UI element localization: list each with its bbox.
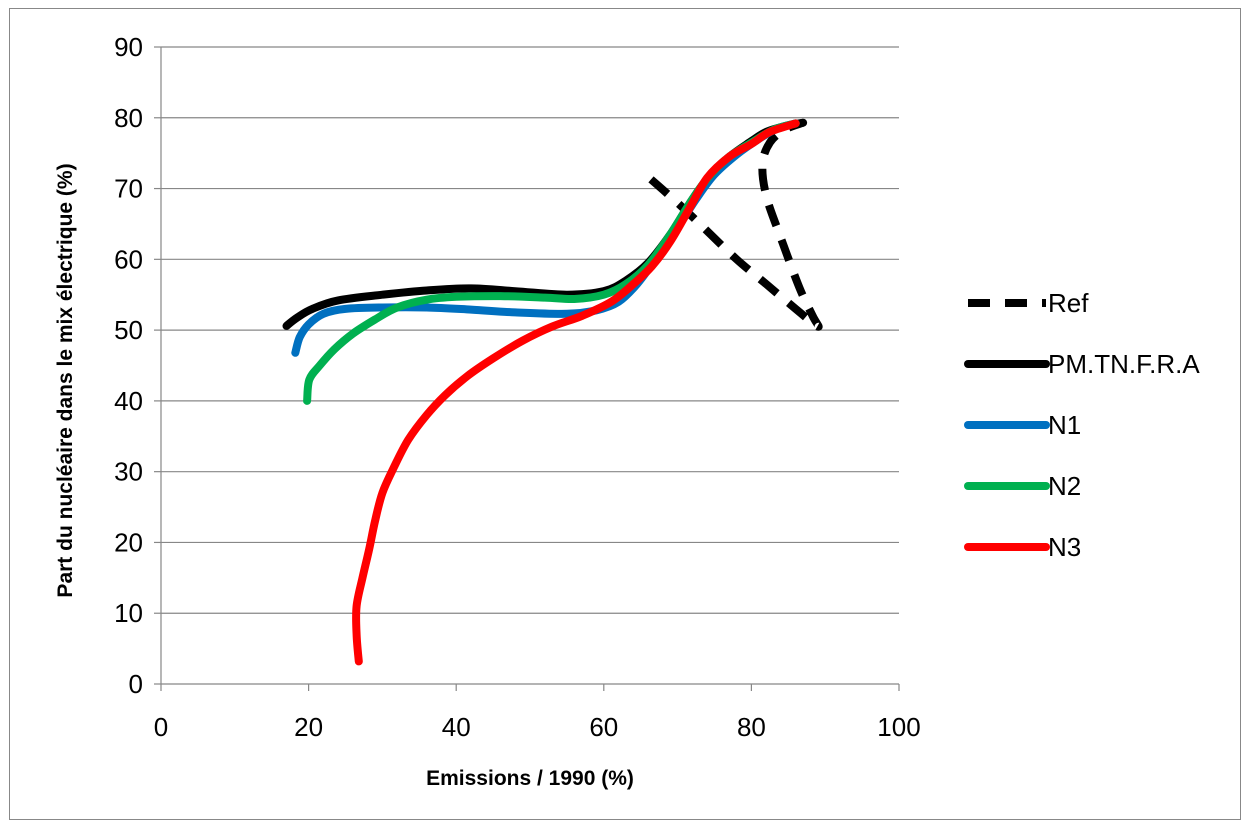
y-tick-label: 30 — [114, 457, 143, 487]
x-tick-label: 60 — [589, 712, 618, 742]
y-tick-label: 70 — [114, 174, 143, 204]
y-tick-label: 80 — [114, 103, 143, 133]
y-tick-label: 50 — [114, 315, 143, 345]
x-tick-label: 100 — [877, 712, 920, 742]
y-tick-label: 20 — [114, 527, 143, 557]
y-tick-label: 0 — [129, 669, 143, 699]
legend: Ref PM.TN.F.R.A N1 N2 N3 — [964, 288, 1200, 562]
x-tick-label: 20 — [294, 712, 323, 742]
legend-label-n1: N1 — [1048, 410, 1081, 440]
x-axis-title: Emissions / 1990 (%) — [426, 767, 634, 790]
axes — [154, 46, 900, 691]
legend-label-pm-tn-f-r-a: PM.TN.F.R.A — [1048, 349, 1200, 379]
series-layer — [282, 118, 823, 666]
legend-label-n2: N2 — [1048, 471, 1081, 501]
y-tick-label: 40 — [114, 386, 143, 416]
x-tick-label: 80 — [737, 712, 766, 742]
series-line-n3 — [352, 119, 800, 666]
y-axis-title: Part du nucléaire dans le mix électrique… — [54, 163, 77, 597]
grid — [161, 46, 899, 614]
x-tick-label: 40 — [442, 712, 471, 742]
tick-labels: 0 10 20 30 40 50 60 70 80 90 0 20 40 60 80 100 — [114, 32, 921, 742]
legend-label-ref: Ref — [1048, 288, 1089, 318]
y-tick-label: 90 — [114, 32, 143, 62]
x-tick-label: 0 — [154, 712, 168, 742]
y-tick-label: 60 — [114, 244, 143, 274]
series-line-ref — [648, 118, 823, 331]
y-tick-label: 10 — [114, 598, 143, 628]
chart-frame — [9, 8, 1241, 820]
legend-label-n3: N3 — [1048, 532, 1081, 562]
